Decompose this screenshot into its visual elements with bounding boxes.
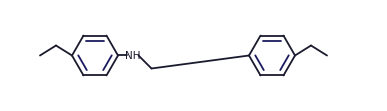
- Text: NH: NH: [125, 51, 140, 60]
